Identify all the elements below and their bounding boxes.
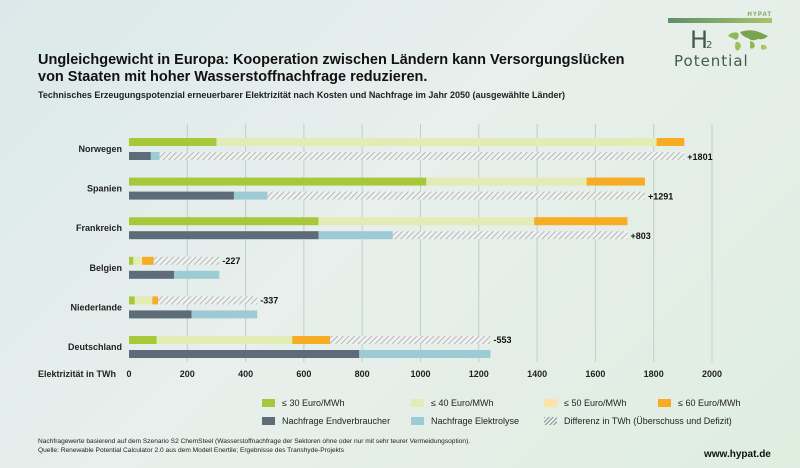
demand-bar-3-0 xyxy=(129,270,175,279)
x-tick-label-1000: 1000 xyxy=(410,369,430,379)
logo-potential-text: Potential xyxy=(674,52,749,70)
supply-bar-0-3 xyxy=(656,138,685,146)
legend-swatch-60 xyxy=(658,399,671,407)
difference-bar-3 xyxy=(153,256,220,265)
difference-label-4: -337 xyxy=(260,295,278,305)
chart-subtitle: Technisches Erzeugungspotenzial erneuerb… xyxy=(38,90,565,100)
legend-swatch-differenz xyxy=(544,417,557,425)
difference-bar-5 xyxy=(330,336,491,344)
supply-bar-0-1 xyxy=(216,138,657,146)
supply-bar-4-1 xyxy=(134,296,153,305)
demand-bar-3-1 xyxy=(174,270,220,279)
demand-bar-2-1 xyxy=(318,231,393,240)
chart-title: Ungleichgewicht in Europa: Kooperation z… xyxy=(38,52,625,86)
globe-icon xyxy=(728,30,768,51)
legend-swatch-40 xyxy=(411,399,424,407)
title-line-2: von Staaten mit hoher Wasserstoffnachfra… xyxy=(38,69,428,85)
x-tick-label-2000: 2000 xyxy=(702,369,722,379)
demand-bar-0-1 xyxy=(150,152,160,160)
demand-bar-1-1 xyxy=(233,191,268,200)
legend-swatch-endverbraucher xyxy=(262,417,275,425)
x-tick-label-200: 200 xyxy=(180,369,195,379)
supply-bar-5-0 xyxy=(129,336,157,344)
category-label-2: Frankreich xyxy=(76,223,122,233)
logo-subscript-text: 2 xyxy=(706,40,713,51)
category-label-4: Niederlande xyxy=(70,302,122,312)
x-tick-label-1600: 1600 xyxy=(585,369,605,379)
x-tick-label-1200: 1200 xyxy=(469,369,489,379)
legend-label-30: ≤ 30 Euro/MWh xyxy=(282,398,345,408)
supply-bar-5-3 xyxy=(292,336,331,344)
difference-label-5: -553 xyxy=(493,335,511,345)
demand-bar-5-0 xyxy=(129,350,360,358)
x-tick-label-0: 0 xyxy=(126,369,131,379)
supply-bar-3-3 xyxy=(142,256,154,265)
legend-item-endverbraucher: Nachfrage Endverbraucher xyxy=(262,416,390,426)
legend-item-60: ≤ 60 Euro/MWh xyxy=(658,398,740,408)
bar-chart: 0 200 400 600 800 1000 1200 1400 1600 1800 2000 Ele… xyxy=(38,124,722,379)
hypat-logo: HYPAT H 2 Potential xyxy=(668,12,778,70)
supply-bar-0-0 xyxy=(129,138,217,146)
difference-bar-0 xyxy=(159,152,685,160)
legend-swatch-50 xyxy=(544,399,557,407)
demand-bar-1-0 xyxy=(129,191,234,200)
website-link[interactable]: www.hypat.de xyxy=(704,449,771,460)
category-label-1: Spanien xyxy=(87,184,122,194)
supply-bar-1-1 xyxy=(426,177,587,186)
difference-label-3: -227 xyxy=(222,256,240,266)
difference-bar-4 xyxy=(158,296,258,305)
legend-item-30: ≤ 30 Euro/MWh xyxy=(262,398,344,408)
demand-bar-4-1 xyxy=(191,310,258,319)
legend-swatch-elektrolyse xyxy=(411,417,424,425)
supply-bar-2-1 xyxy=(318,217,535,226)
x-tick-label-400: 400 xyxy=(238,369,253,379)
supply-bar-3-2 xyxy=(140,256,143,265)
logo-hypat-text: HYPAT xyxy=(747,12,772,18)
difference-label-1: +1291 xyxy=(648,192,673,202)
category-label-0: Norwegen xyxy=(78,144,122,154)
difference-bar-1 xyxy=(267,191,645,200)
supply-bar-1-3 xyxy=(586,177,645,186)
footnote-line-1: Nachfragewerte basierend auf dem Szenari… xyxy=(38,438,471,445)
category-label-5: Deutschland xyxy=(68,342,122,352)
legend-item-50: ≤ 50 Euro/MWh xyxy=(544,398,626,408)
category-label-3: Belgien xyxy=(89,263,122,273)
demand-bar-4-0 xyxy=(129,310,192,319)
x-tick-label-600: 600 xyxy=(296,369,311,379)
demand-bar-5-1 xyxy=(359,350,491,358)
legend-label-elektrolyse: Nachfrage Elektrolyse xyxy=(431,416,520,426)
x-tick-label-800: 800 xyxy=(355,369,370,379)
supply-bar-4-0 xyxy=(129,296,135,305)
legend-label-50: ≤ 50 Euro/MWh xyxy=(564,398,627,408)
x-tick-label-1400: 1400 xyxy=(527,369,547,379)
supply-bar-3-0 xyxy=(129,256,134,265)
legend-label-endverbraucher: Nachfrage Endverbraucher xyxy=(282,416,391,426)
legend-swatch-30 xyxy=(262,399,275,407)
legend-label-60: ≤ 60 Euro/MWh xyxy=(678,398,741,408)
title-line-1: Ungleichgewicht in Europa: Kooperation z… xyxy=(38,52,625,68)
demand-bar-0-0 xyxy=(129,152,151,160)
difference-label-0: +1801 xyxy=(687,152,712,162)
footnote: Nachfragewerte basierend auf dem Szenari… xyxy=(38,437,470,455)
supply-bar-3-1 xyxy=(133,256,141,265)
supply-bar-1-0 xyxy=(129,177,427,186)
supply-bar-2-3 xyxy=(534,217,628,226)
supply-bar-5-1 xyxy=(156,336,293,344)
x-tick-label-1800: 1800 xyxy=(644,369,664,379)
footnote-source: Quelle: Renewable Potential Calculator 2… xyxy=(38,447,345,454)
legend-item-differenz: Differenz in TWh (Überschuss und Defizit… xyxy=(544,416,732,426)
difference-bar-2 xyxy=(392,231,628,240)
supply-bar-2-0 xyxy=(129,217,319,226)
logo-h-text: H xyxy=(690,26,709,54)
demand-bar-2-0 xyxy=(129,231,319,240)
x-axis-label: Elektrizität in TWh xyxy=(38,369,116,379)
difference-label-2: +803 xyxy=(630,231,650,241)
legend-label-differenz: Differenz in TWh (Überschuss und Defizit… xyxy=(564,416,732,426)
legend-item-40: ≤ 40 Euro/MWh xyxy=(411,398,493,408)
legend-label-40: ≤ 40 Euro/MWh xyxy=(431,398,494,408)
logo-bar xyxy=(668,18,772,23)
legend-item-elektrolyse: Nachfrage Elektrolyse xyxy=(411,416,519,426)
supply-bar-4-3 xyxy=(152,296,159,305)
